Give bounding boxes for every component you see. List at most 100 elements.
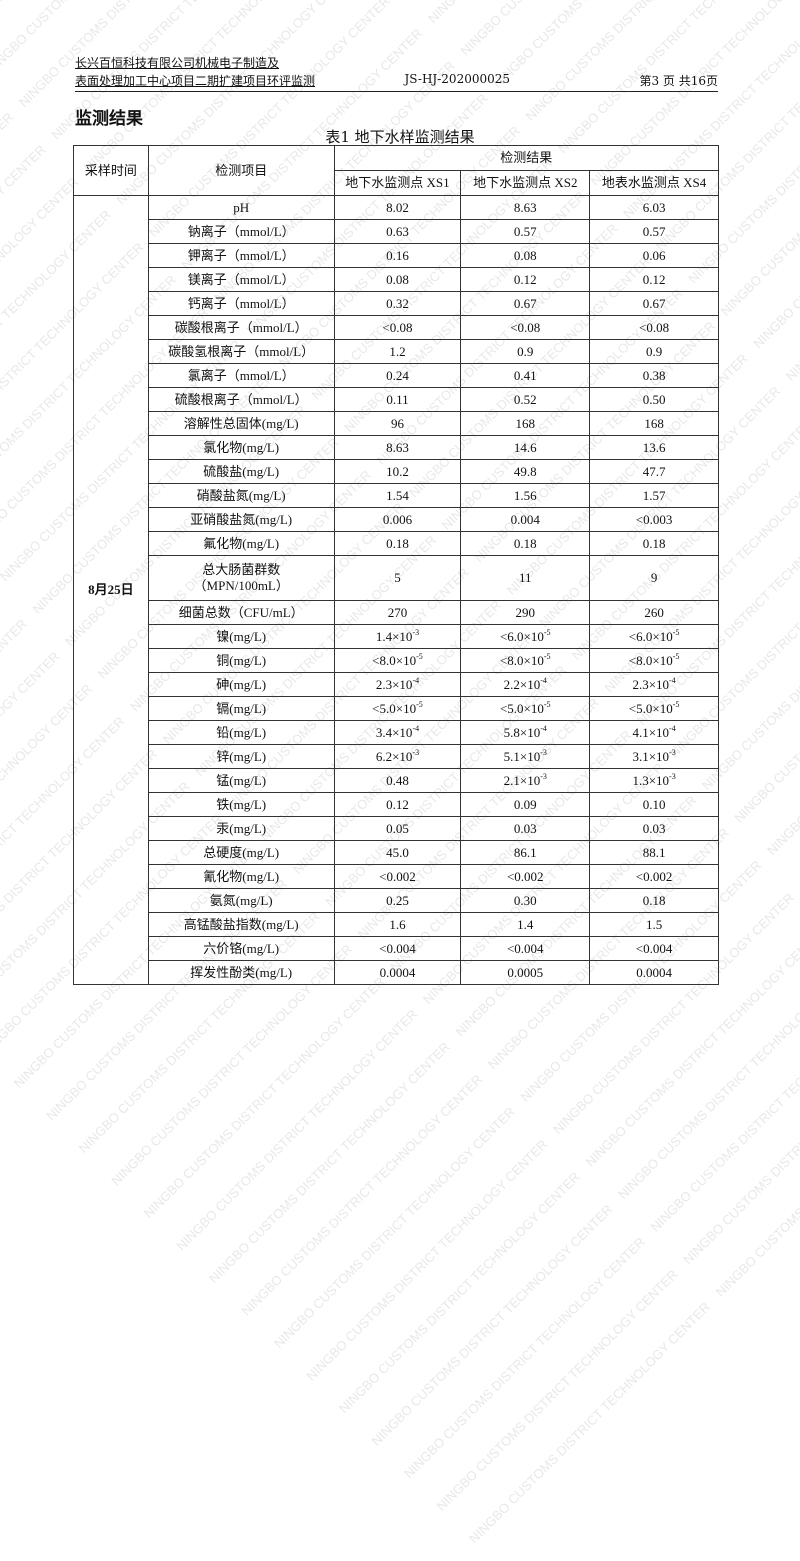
result-value: 0.004 bbox=[460, 507, 591, 532]
result-value: 0.12 bbox=[333, 792, 462, 817]
header-test-item: 检测项目 bbox=[147, 145, 335, 196]
header-point-xs1: 地下水监测点 XS1 bbox=[333, 170, 462, 196]
value-mantissa: 4.1×10 bbox=[632, 724, 670, 740]
test-item: 铅(mg/L) bbox=[147, 720, 335, 745]
value-mantissa: 2.2×10 bbox=[503, 676, 541, 692]
result-value: 260 bbox=[589, 600, 719, 625]
result-value: 11 bbox=[460, 555, 591, 601]
result-value: 45.0 bbox=[333, 840, 462, 865]
table-row: 铁(mg/L) 0.12 0.09 0.10 bbox=[74, 792, 719, 817]
value-mantissa: 2.3×10 bbox=[632, 676, 670, 692]
test-item: pH bbox=[147, 195, 335, 220]
table-row: 铜(mg/L) <8.0×10-5 <8.0×10-5 <8.0×10-5 bbox=[74, 648, 719, 673]
header-sampling-time: 采样时间 bbox=[73, 145, 149, 196]
test-item: 钾离子（mmol/L） bbox=[147, 243, 335, 268]
value-mantissa: 2.1×10 bbox=[503, 772, 541, 788]
result-value: 10.2 bbox=[333, 459, 462, 484]
table-row: 硫酸盐(mg/L) 10.2 49.8 47.7 bbox=[74, 459, 719, 484]
project-name-line1: 长兴百恒科技有限公司机械电子制造及 bbox=[75, 56, 280, 70]
table-row: 8月25日 pH 8.02 8.63 6.03 bbox=[73, 195, 719, 985]
table-row: 氯离子（mmol/L） 0.24 0.41 0.38 bbox=[74, 363, 719, 388]
table-row: 镉(mg/L) <5.0×10-5 <5.0×10-5 <5.0×10-5 bbox=[74, 696, 719, 721]
value-mantissa: <5.0×10 bbox=[628, 700, 673, 716]
result-value: 0.03 bbox=[589, 816, 719, 841]
value-exponent: -4 bbox=[412, 675, 420, 685]
test-item: 砷(mg/L) bbox=[147, 672, 335, 697]
value-mantissa: <5.0×10 bbox=[499, 700, 544, 716]
result-value: 2.3×10-4 bbox=[589, 672, 719, 697]
result-value: 0.57 bbox=[460, 219, 591, 244]
table-row: 碳酸根离子（mmol/L） <0.08 <0.08 <0.08 bbox=[74, 315, 719, 340]
value-exponent: -4 bbox=[540, 723, 547, 733]
result-value: 5.8×10-4 bbox=[460, 720, 591, 745]
test-item-line1: 总大肠菌群数 bbox=[202, 562, 281, 577]
result-value: <5.0×10-5 bbox=[460, 696, 591, 721]
value-mantissa: <8.0×10 bbox=[372, 652, 417, 668]
test-item: 亚硝酸盐氮(mg/L) bbox=[147, 507, 335, 532]
result-value: 0.67 bbox=[589, 291, 719, 316]
result-value: 0.05 bbox=[333, 816, 462, 841]
result-value: 1.6 bbox=[333, 912, 462, 937]
result-value: <5.0×10-5 bbox=[333, 696, 462, 721]
result-value: 9 bbox=[589, 555, 719, 601]
result-value: <6.0×10-5 bbox=[460, 624, 591, 649]
value-exponent: -5 bbox=[543, 651, 551, 661]
result-value: 1.56 bbox=[460, 483, 591, 508]
result-value: 14.6 bbox=[460, 435, 591, 460]
result-value: <0.003 bbox=[589, 507, 719, 532]
result-value: 4.1×10-4 bbox=[589, 720, 719, 745]
table-row: 锌(mg/L) 6.2×10-3 5.1×10-3 3.1×10-3 bbox=[74, 744, 719, 769]
value-mantissa: 5.8×10 bbox=[503, 724, 541, 740]
header-point-xs2: 地下水监测点 XS2 bbox=[460, 170, 591, 196]
table-row: 总大肠菌群数 （MPN/100mL） 5 11 9 bbox=[74, 555, 719, 601]
result-value: 168 bbox=[460, 411, 591, 436]
result-value: 0.52 bbox=[460, 387, 591, 412]
table-row: 高锰酸盐指数(mg/L) 1.6 1.4 1.5 bbox=[74, 912, 719, 937]
value-exponent: -3 bbox=[540, 747, 547, 757]
result-value: 1.4 bbox=[460, 912, 591, 937]
result-value: <0.08 bbox=[333, 315, 462, 340]
result-value: 8.63 bbox=[460, 195, 591, 220]
result-value: 1.5 bbox=[589, 912, 719, 937]
result-value: 8.02 bbox=[333, 195, 462, 220]
result-value: 0.18 bbox=[589, 888, 719, 913]
result-value: 0.08 bbox=[460, 243, 591, 268]
result-value: 0.06 bbox=[589, 243, 719, 268]
test-item: 碳酸氢根离子（mmol/L） bbox=[147, 339, 335, 364]
result-value: 1.2 bbox=[333, 339, 462, 364]
test-item: 氰化物(mg/L) bbox=[147, 864, 335, 889]
result-value: <0.002 bbox=[589, 864, 719, 889]
table-row: 硝酸盐氮(mg/L) 1.54 1.56 1.57 bbox=[74, 483, 719, 508]
page-header: 长兴百恒科技有限公司机械电子制造及 表面处理加工中心项目二期扩建项目环评监测 J… bbox=[75, 54, 718, 92]
table-row: 汞(mg/L) 0.05 0.03 0.03 bbox=[74, 816, 719, 841]
result-value: 0.006 bbox=[333, 507, 462, 532]
value-mantissa: 3.1×10 bbox=[632, 748, 670, 764]
test-item: 氯离子（mmol/L） bbox=[147, 363, 335, 388]
result-value: <0.002 bbox=[460, 864, 591, 889]
value-mantissa: 1.4×10 bbox=[375, 628, 413, 644]
test-item-line2: （MPN/100mL） bbox=[193, 578, 289, 593]
result-value: <8.0×10-5 bbox=[589, 648, 719, 673]
test-item: 挥发性酚类(mg/L) bbox=[147, 960, 335, 985]
result-value: <0.004 bbox=[589, 936, 719, 961]
result-value: 49.8 bbox=[460, 459, 591, 484]
value-exponent: -5 bbox=[672, 651, 680, 661]
result-value: 0.9 bbox=[589, 339, 719, 364]
value-exponent: -3 bbox=[669, 747, 676, 757]
result-value: <6.0×10-5 bbox=[589, 624, 719, 649]
result-value: 5.1×10-3 bbox=[460, 744, 591, 769]
results-table: 采样时间 检测项目 检测结果 地下水监测点 XS1 地下水监测点 XS2 地表水… bbox=[73, 145, 720, 985]
result-value: 0.10 bbox=[589, 792, 719, 817]
table-caption: 表1 地下水样监测结果 bbox=[325, 128, 475, 146]
value-exponent: -5 bbox=[416, 651, 423, 661]
test-item: 碳酸根离子（mmol/L） bbox=[147, 315, 335, 340]
result-value: 0.63 bbox=[333, 219, 462, 244]
test-item: 镍(mg/L) bbox=[147, 624, 335, 649]
result-value: 2.3×10-4 bbox=[333, 672, 462, 697]
result-value: 1.54 bbox=[333, 483, 462, 508]
result-value: 0.25 bbox=[333, 888, 462, 913]
table-row: 亚硝酸盐氮(mg/L) 0.006 0.004 <0.003 bbox=[74, 507, 719, 532]
result-value: 0.0004 bbox=[589, 960, 719, 985]
result-value: 1.57 bbox=[589, 483, 719, 508]
result-value: 0.38 bbox=[589, 363, 719, 388]
